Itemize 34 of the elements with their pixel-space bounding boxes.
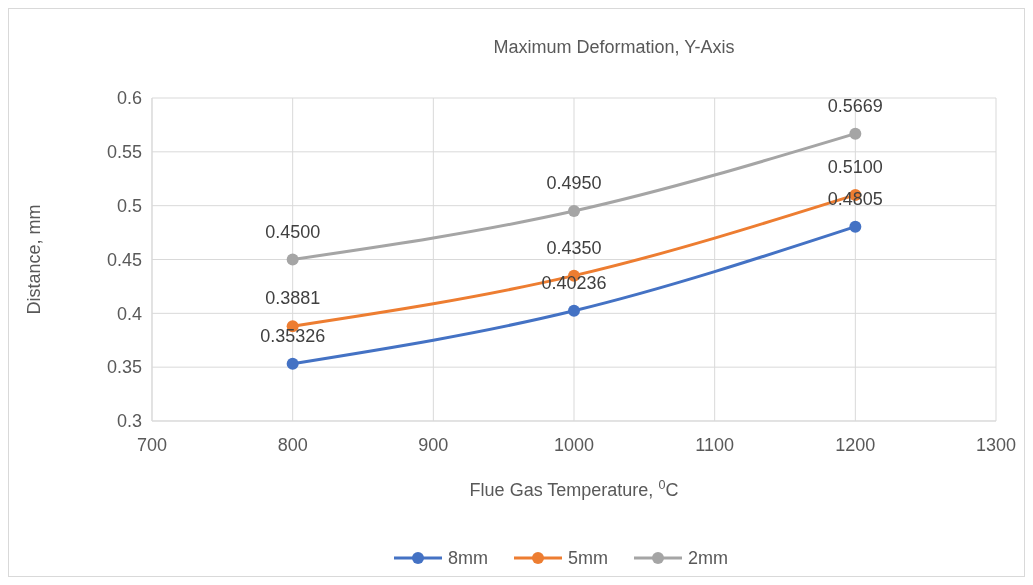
legend-label: 8mm — [448, 548, 488, 569]
y-tick-label: 0.55 — [106, 142, 142, 163]
x-tick-label: 900 — [418, 435, 449, 455]
data-label: 0.4950 — [546, 173, 602, 194]
legend-label: 5mm — [568, 548, 608, 569]
x-tick-label: 1000 — [553, 435, 595, 455]
data-label: 0.4350 — [546, 237, 602, 258]
x-tick-label: 1200 — [835, 435, 876, 455]
data-label: 0.5100 — [827, 156, 883, 177]
data-label: 0.3881 — [265, 288, 321, 309]
y-tick-label: 0.3 — [116, 411, 142, 432]
point — [568, 304, 580, 317]
data-label: 0.40236 — [541, 272, 607, 293]
point — [849, 127, 862, 140]
point — [568, 205, 580, 218]
point — [286, 357, 299, 370]
y-tick-label: 0.5 — [116, 195, 142, 216]
y-tick-label: 0.6 — [116, 88, 142, 109]
legend-label: 2mm — [688, 548, 728, 569]
x-tick-label: 1100 — [695, 435, 735, 455]
y-tick-label: 0.35 — [106, 357, 142, 378]
data-label: 0.5669 — [827, 95, 883, 116]
y-axis-title: Distance, mm — [24, 204, 44, 315]
y-tick-label: 0.4 — [116, 303, 142, 324]
chart-title: Maximum Deformation, Y-Axis — [493, 37, 735, 57]
point — [849, 220, 862, 233]
y-tick-label: 0.45 — [106, 249, 142, 270]
x-tick-label: 1300 — [975, 435, 1017, 455]
data-label: 0.35326 — [260, 325, 326, 346]
point — [286, 253, 299, 266]
x-axis-title: Flue Gas Temperature, $^{0}$C — [469, 478, 679, 500]
x-tick-label: 700 — [136, 435, 168, 455]
data-label: 0.4500 — [265, 221, 321, 242]
x-tick-label: 800 — [277, 435, 308, 455]
